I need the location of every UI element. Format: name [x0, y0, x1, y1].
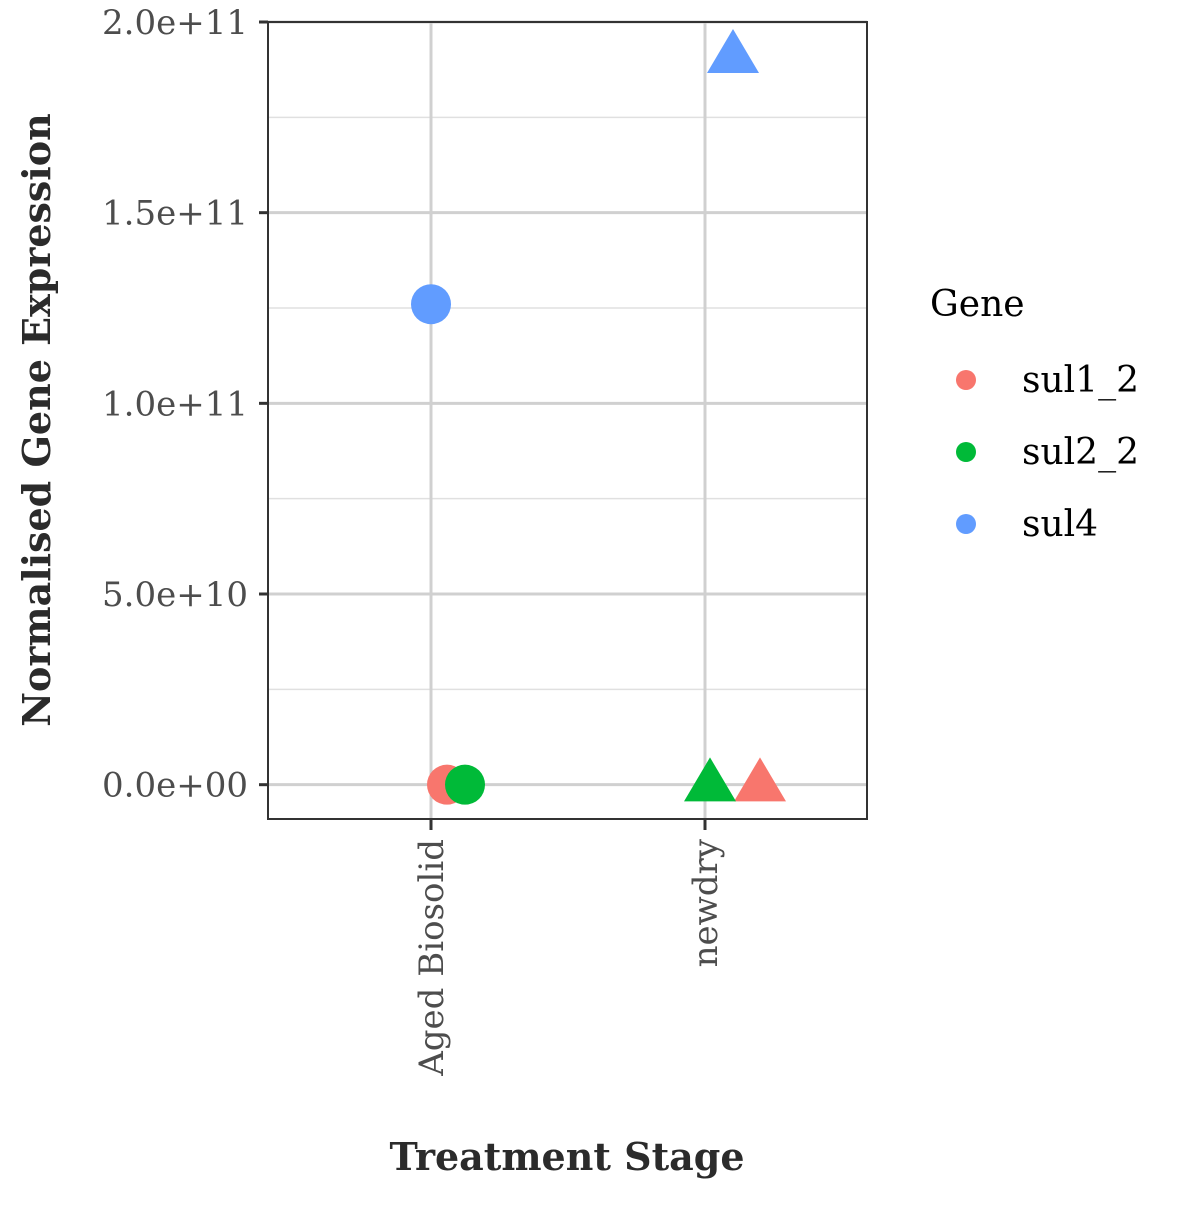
axes-layer: 0.0e+00 5.0e+10 1.0e+11 1.5e+11 2.0e+11 Aged … — [102, 3, 726, 1077]
y-tick-label: 1.0e+11 — [102, 384, 248, 424]
y-tick-label: 2.0e+11 — [102, 3, 248, 43]
legend-key-sul1_2 — [956, 370, 976, 390]
legend-key-sul2_2 — [956, 442, 976, 462]
points-layer — [411, 29, 786, 805]
data-point-sul2_2 — [684, 757, 736, 802]
panel-border — [267, 21, 868, 820]
grid-layer — [268, 20, 867, 819]
x-tick-label: newdry — [686, 838, 726, 967]
y-tick-label: 5.0e+10 — [102, 575, 248, 615]
legend-label-sul2_2: sul2_2 — [1022, 432, 1139, 473]
legend-label-sul4: sul4 — [1022, 504, 1098, 545]
y-axis-title: Normalised Gene Expression — [14, 113, 59, 726]
legend-key-sul4 — [956, 514, 976, 534]
data-point-sul1_2 — [734, 757, 786, 802]
legend: Gene sul1_2 sul2_2 sul4 — [930, 284, 1139, 545]
y-tick-label: 0.0e+00 — [102, 766, 248, 806]
x-tick-label: Aged Biosolid — [412, 839, 452, 1077]
data-point-sul2_2 — [445, 764, 485, 805]
legend-label-sul1_2: sul1_2 — [1022, 360, 1139, 401]
data-point-sul4 — [411, 284, 451, 325]
y-tick-label: 1.5e+11 — [102, 194, 248, 234]
x-axis-title: Treatment Stage — [389, 1134, 744, 1179]
data-point-sul4 — [707, 29, 759, 74]
legend-title: Gene — [930, 284, 1025, 325]
